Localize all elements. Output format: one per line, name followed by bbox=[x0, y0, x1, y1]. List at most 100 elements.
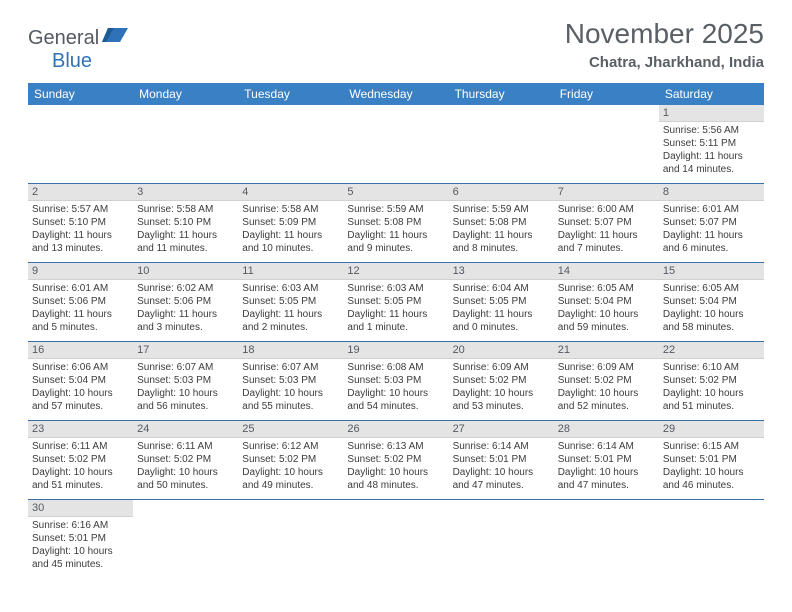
day-info-line: and 1 minute. bbox=[347, 321, 444, 334]
day-body: Sunrise: 6:11 AMSunset: 5:02 PMDaylight:… bbox=[133, 438, 238, 496]
day-info-line: and 50 minutes. bbox=[137, 479, 234, 492]
day-cell: 14Sunrise: 6:05 AMSunset: 5:04 PMDayligh… bbox=[554, 263, 659, 341]
day-cell bbox=[343, 500, 448, 578]
day-info-line: Sunset: 5:05 PM bbox=[242, 295, 339, 308]
day-info-line: and 11 minutes. bbox=[137, 242, 234, 255]
weekday-header-row: SundayMondayTuesdayWednesdayThursdayFrid… bbox=[28, 83, 764, 105]
day-info-line: Sunrise: 6:12 AM bbox=[242, 440, 339, 453]
day-number: 23 bbox=[28, 421, 133, 438]
day-info-line: Sunrise: 5:58 AM bbox=[137, 203, 234, 216]
day-info-line: Daylight: 11 hours bbox=[558, 229, 655, 242]
day-info-line: Sunrise: 6:11 AM bbox=[32, 440, 129, 453]
day-info-line: Daylight: 10 hours bbox=[453, 466, 550, 479]
weeks-container: 1Sunrise: 5:56 AMSunset: 5:11 PMDaylight… bbox=[28, 105, 764, 578]
day-info-line: Daylight: 10 hours bbox=[32, 466, 129, 479]
logo-text-blue: Blue bbox=[52, 50, 92, 72]
weekday-header-cell: Wednesday bbox=[343, 83, 448, 105]
day-info-line: and 57 minutes. bbox=[32, 400, 129, 413]
day-info-line: Sunrise: 6:14 AM bbox=[558, 440, 655, 453]
day-info-line: Daylight: 11 hours bbox=[242, 308, 339, 321]
day-cell: 13Sunrise: 6:04 AMSunset: 5:05 PMDayligh… bbox=[449, 263, 554, 341]
day-number: 5 bbox=[343, 184, 448, 201]
day-number: 29 bbox=[659, 421, 764, 438]
day-info-line: and 58 minutes. bbox=[663, 321, 760, 334]
calendar-page: General Blue November 2025 Chatra, Jhark… bbox=[0, 0, 792, 596]
day-cell: 26Sunrise: 6:13 AMSunset: 5:02 PMDayligh… bbox=[343, 421, 448, 499]
day-cell bbox=[554, 105, 659, 183]
day-info-line: Sunrise: 6:16 AM bbox=[32, 519, 129, 532]
weekday-header-cell: Thursday bbox=[449, 83, 554, 105]
day-info-line: and 7 minutes. bbox=[558, 242, 655, 255]
day-body: Sunrise: 6:09 AMSunset: 5:02 PMDaylight:… bbox=[554, 359, 659, 417]
day-info-line: Daylight: 10 hours bbox=[663, 387, 760, 400]
day-info-line: Sunset: 5:01 PM bbox=[663, 453, 760, 466]
day-info-line: and 54 minutes. bbox=[347, 400, 444, 413]
day-info-line: Sunset: 5:01 PM bbox=[453, 453, 550, 466]
day-body: Sunrise: 6:02 AMSunset: 5:06 PMDaylight:… bbox=[133, 280, 238, 338]
day-cell: 5Sunrise: 5:59 AMSunset: 5:08 PMDaylight… bbox=[343, 184, 448, 262]
day-info-line: Sunset: 5:01 PM bbox=[32, 532, 129, 545]
day-info-line: Sunrise: 6:11 AM bbox=[137, 440, 234, 453]
day-info-line: Sunset: 5:09 PM bbox=[242, 216, 339, 229]
day-info-line: Sunset: 5:11 PM bbox=[663, 137, 760, 150]
day-body: Sunrise: 5:59 AMSunset: 5:08 PMDaylight:… bbox=[343, 201, 448, 259]
day-cell bbox=[238, 500, 343, 578]
day-info-line: Sunset: 5:07 PM bbox=[558, 216, 655, 229]
day-info-line: Sunset: 5:10 PM bbox=[32, 216, 129, 229]
day-body: Sunrise: 5:57 AMSunset: 5:10 PMDaylight:… bbox=[28, 201, 133, 259]
day-info-line: and 8 minutes. bbox=[453, 242, 550, 255]
day-info-line: and 47 minutes. bbox=[453, 479, 550, 492]
weekday-header-cell: Tuesday bbox=[238, 83, 343, 105]
day-body: Sunrise: 6:00 AMSunset: 5:07 PMDaylight:… bbox=[554, 201, 659, 259]
day-cell: 23 Sunrise: 6:11 AMSunset: 5:02 PMDayligh… bbox=[28, 421, 133, 499]
day-info-line: and 52 minutes. bbox=[558, 400, 655, 413]
day-info-line: Daylight: 10 hours bbox=[242, 387, 339, 400]
day-number: 4 bbox=[238, 184, 343, 201]
day-info-line: Sunset: 5:02 PM bbox=[347, 453, 444, 466]
day-info-line: Sunrise: 6:07 AM bbox=[242, 361, 339, 374]
weekday-header-cell: Saturday bbox=[659, 83, 764, 105]
day-body: Sunrise: 6:05 AMSunset: 5:04 PMDaylight:… bbox=[659, 280, 764, 338]
day-body: Sunrise: 6:14 AMSunset: 5:01 PMDaylight:… bbox=[449, 438, 554, 496]
day-number: 10 bbox=[133, 263, 238, 280]
day-cell: 18Sunrise: 6:07 AMSunset: 5:03 PMDayligh… bbox=[238, 342, 343, 420]
day-info-line: Sunset: 5:03 PM bbox=[347, 374, 444, 387]
day-info-line: Daylight: 11 hours bbox=[137, 308, 234, 321]
week-row: 9Sunrise: 6:01 AMSunset: 5:06 PMDaylight… bbox=[28, 263, 764, 342]
logo-text-general: General bbox=[28, 27, 99, 49]
day-body: Sunrise: 5:56 AMSunset: 5:11 PMDaylight:… bbox=[659, 122, 764, 180]
day-number: 14 bbox=[554, 263, 659, 280]
day-cell: 7Sunrise: 6:00 AMSunset: 5:07 PMDaylight… bbox=[554, 184, 659, 262]
day-info-line: Sunset: 5:02 PM bbox=[32, 453, 129, 466]
day-body: Sunrise: 6:12 AMSunset: 5:02 PMDaylight:… bbox=[238, 438, 343, 496]
day-info-line: Sunrise: 6:04 AM bbox=[453, 282, 550, 295]
day-info-line: Daylight: 10 hours bbox=[347, 466, 444, 479]
day-body: Sunrise: 6:10 AMSunset: 5:02 PMDaylight:… bbox=[659, 359, 764, 417]
day-number: 21 bbox=[554, 342, 659, 359]
day-number: 19 bbox=[343, 342, 448, 359]
day-info-line: Sunrise: 6:13 AM bbox=[347, 440, 444, 453]
day-body: Sunrise: 6:04 AMSunset: 5:05 PMDaylight:… bbox=[449, 280, 554, 338]
day-info-line: Daylight: 10 hours bbox=[32, 545, 129, 558]
day-cell bbox=[449, 500, 554, 578]
day-info-line: and 6 minutes. bbox=[663, 242, 760, 255]
day-info-line: Daylight: 11 hours bbox=[453, 308, 550, 321]
day-info-line: Sunset: 5:03 PM bbox=[137, 374, 234, 387]
day-number: 17 bbox=[133, 342, 238, 359]
day-info-line: and 48 minutes. bbox=[347, 479, 444, 492]
day-info-line: Sunset: 5:02 PM bbox=[453, 374, 550, 387]
day-body: Sunrise: 5:58 AMSunset: 5:09 PMDaylight:… bbox=[238, 201, 343, 259]
day-info-line: and 14 minutes. bbox=[663, 163, 760, 176]
day-number: 27 bbox=[449, 421, 554, 438]
day-cell: 6Sunrise: 5:59 AMSunset: 5:08 PMDaylight… bbox=[449, 184, 554, 262]
day-cell: 30Sunrise: 6:16 AMSunset: 5:01 PMDayligh… bbox=[28, 500, 133, 578]
day-info-line: Daylight: 11 hours bbox=[663, 229, 760, 242]
day-number: 20 bbox=[449, 342, 554, 359]
day-info-line: Sunrise: 6:03 AM bbox=[242, 282, 339, 295]
day-info-line: Sunset: 5:05 PM bbox=[347, 295, 444, 308]
day-cell bbox=[554, 500, 659, 578]
day-info-line: Daylight: 11 hours bbox=[32, 308, 129, 321]
day-info-line: and 47 minutes. bbox=[558, 479, 655, 492]
day-number: 7 bbox=[554, 184, 659, 201]
day-cell: 3Sunrise: 5:58 AMSunset: 5:10 PMDaylight… bbox=[133, 184, 238, 262]
